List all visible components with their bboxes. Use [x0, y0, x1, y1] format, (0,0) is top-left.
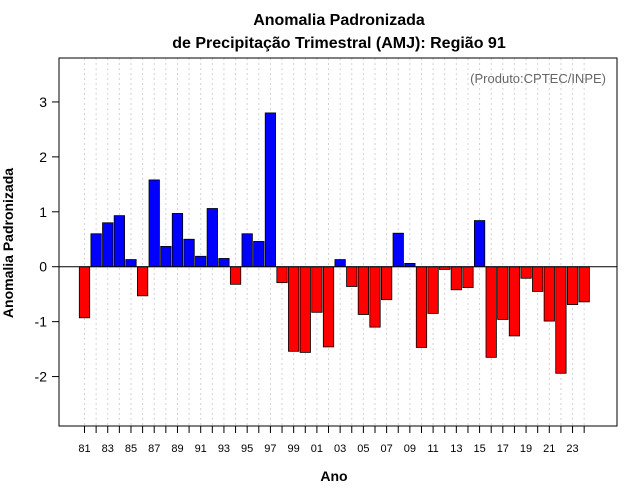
bar-10	[415, 266, 428, 348]
bar-93	[218, 258, 230, 268]
y-tick-label: 2	[39, 149, 47, 165]
x-tick-label: 11	[427, 443, 438, 455]
bar-00	[299, 266, 311, 353]
bar-08	[392, 232, 404, 268]
x-tick-label: 97	[264, 443, 276, 455]
x-tick-label: 03	[334, 443, 346, 455]
bar-84	[113, 215, 125, 268]
x-tick-label: 99	[288, 443, 300, 455]
bar-94	[229, 266, 242, 285]
x-tick-label: 87	[148, 443, 160, 455]
x-tick-label: 95	[241, 443, 253, 455]
bar-07	[381, 266, 393, 301]
plot-frame	[58, 57, 618, 427]
x-tick-label: 83	[102, 443, 114, 455]
bar-02	[322, 266, 335, 348]
y-tick-label: -2	[35, 369, 48, 385]
y-tick-label: -1	[35, 314, 48, 330]
x-axis-label: Ano	[320, 468, 347, 484]
x-tick-label: 13	[450, 443, 462, 455]
x-tick-label: 23	[566, 443, 578, 455]
x-axis: 81 83 85 87 89 91 93 95 97 99 01 03 05 07 09 11 13 15 17 19…	[78, 426, 585, 455]
bar-24	[578, 266, 590, 303]
bar-81	[78, 266, 91, 319]
bar-13	[450, 266, 462, 291]
grid-lines	[84, 58, 585, 426]
bar-06	[369, 266, 381, 328]
bar-99	[288, 266, 300, 352]
bar-85	[125, 259, 137, 268]
y-axis: -2 -1 0 1 2 3	[35, 94, 59, 385]
bar-05	[357, 266, 369, 315]
product-annotation: (Produto:CPTEC/INPE)	[470, 71, 606, 86]
bar-17	[497, 266, 509, 320]
bar-21	[543, 266, 555, 322]
x-tick-label: 07	[380, 443, 392, 455]
bars	[78, 112, 590, 374]
bar-87	[148, 179, 160, 268]
bar-98	[276, 266, 288, 284]
bar-91	[195, 255, 207, 268]
bar-15	[473, 220, 486, 268]
bar-01	[311, 266, 323, 313]
bar-22	[555, 266, 567, 374]
x-tick-label: 91	[195, 443, 207, 455]
y-tick-label: 3	[39, 94, 47, 110]
x-tick-label: 01	[311, 443, 323, 455]
y-tick-label: 0	[39, 259, 47, 275]
bar-96	[253, 241, 265, 268]
bar-11	[427, 266, 439, 314]
x-tick-label: 93	[218, 443, 230, 455]
bar-89	[171, 213, 184, 268]
bar-86	[136, 266, 149, 297]
x-tick-label: 05	[357, 443, 369, 455]
bar-16	[485, 266, 497, 358]
x-tick-label: 85	[125, 443, 137, 455]
x-tick-label: 21	[543, 443, 555, 455]
bar-90	[183, 238, 195, 268]
bar-14	[462, 266, 474, 288]
y-axis-label: Anomalia Padronizada	[0, 168, 16, 318]
bar-88	[160, 245, 172, 268]
x-tick-label: 17	[497, 443, 509, 455]
bar-83	[102, 222, 114, 268]
bar-92	[206, 208, 218, 268]
bar-23	[566, 266, 579, 306]
bar-20	[532, 266, 544, 292]
chart-title: Anomalia Padronizada	[253, 12, 425, 29]
bar-82	[90, 233, 102, 268]
x-tick-label: 81	[78, 443, 90, 455]
bar-19	[520, 266, 532, 279]
bar-03	[334, 259, 346, 268]
chart-subtitle: de Precipitação Trimestral (AMJ): Região…	[172, 35, 506, 52]
x-tick-label: 15	[473, 443, 485, 455]
x-tick-label: 19	[520, 443, 532, 455]
x-tick-label: 89	[171, 443, 183, 455]
y-tick-label: 1	[39, 204, 47, 220]
x-tick-label: 09	[404, 443, 416, 455]
bar-97	[264, 112, 277, 268]
bar-95	[241, 233, 253, 268]
bar-04	[346, 266, 358, 287]
bar-18	[508, 266, 521, 337]
